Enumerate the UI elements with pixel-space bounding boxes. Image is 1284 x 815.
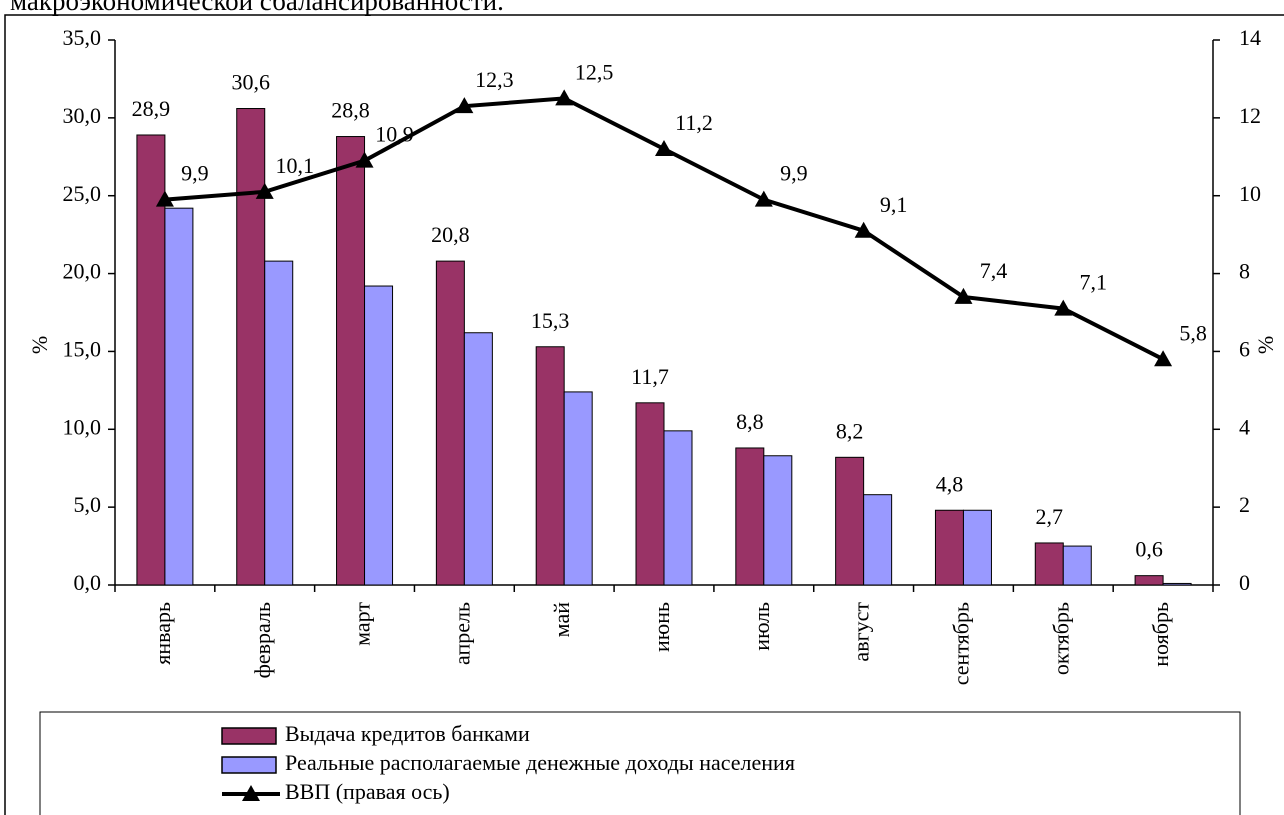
bar <box>463 332 493 586</box>
data-label: 9,1 <box>880 192 908 217</box>
bar <box>1062 545 1092 586</box>
bar <box>763 455 793 586</box>
bar <box>1162 582 1192 586</box>
y2-tick-label: 6 <box>1239 336 1250 361</box>
y-tick-label: 30,0 <box>63 103 102 128</box>
y-tick-label: 20,0 <box>63 259 102 284</box>
line-marker <box>754 190 773 207</box>
line-marker <box>355 151 374 168</box>
data-label: 5,8 <box>1179 320 1207 345</box>
y-tick-label: 35,0 <box>63 25 102 50</box>
legend-swatch <box>221 727 277 745</box>
line-marker <box>155 190 174 207</box>
x-tick-label: ноябрь <box>1148 602 1173 667</box>
bar <box>164 207 194 586</box>
bar <box>735 447 765 586</box>
line-marker <box>255 182 274 199</box>
x-tick-label: февраль <box>250 602 275 678</box>
y-tick-label: 5,0 <box>74 492 102 517</box>
data-label: 7,1 <box>1080 270 1108 295</box>
bar <box>663 430 693 586</box>
line-marker <box>1154 350 1173 367</box>
line <box>164 96 1164 361</box>
bar <box>563 391 593 586</box>
line-marker <box>854 221 873 238</box>
y2-tick-label: 4 <box>1239 414 1250 439</box>
data-label: 2,7 <box>1036 504 1064 529</box>
y-tick-label: 10,0 <box>63 414 102 439</box>
legend-label: Выдача кредитов банками <box>285 721 530 746</box>
bar <box>435 260 465 586</box>
x-tick-label: апрель <box>449 602 474 665</box>
legend-marker <box>242 785 260 801</box>
x-tick-label: август <box>849 602 874 662</box>
data-label: 0,6 <box>1135 537 1163 562</box>
bar <box>1034 542 1064 586</box>
y2-tick-label: 14 <box>1239 25 1261 50</box>
legend-swatch <box>221 756 277 774</box>
y2-tick-label: 10 <box>1239 181 1261 206</box>
line-marker <box>954 287 973 304</box>
bar <box>336 136 366 586</box>
x-tick-label: сентябрь <box>949 602 974 685</box>
x-tick-label: май <box>549 602 574 638</box>
data-label: 15,3 <box>531 308 570 333</box>
y-axis-label: % <box>27 336 52 354</box>
y2-tick-label: 12 <box>1239 103 1261 128</box>
data-label: 12,3 <box>475 67 514 92</box>
bar <box>535 346 565 586</box>
legend-label: ВВП (правая ось) <box>285 779 450 804</box>
data-label: 9,9 <box>181 161 209 186</box>
data-label: 8,8 <box>736 409 764 434</box>
bar <box>136 134 166 586</box>
data-label: 28,9 <box>132 96 171 121</box>
bar <box>264 260 294 586</box>
data-label: 9,9 <box>780 161 808 186</box>
bar <box>635 402 665 586</box>
y2-tick-label: 8 <box>1239 259 1250 284</box>
y-tick-label: 0,0 <box>74 570 102 595</box>
data-label: 12,5 <box>575 59 614 84</box>
line-marker <box>655 140 673 156</box>
data-label: 7,4 <box>980 258 1008 283</box>
y2-axis-label: % <box>1253 336 1278 354</box>
data-label: 20,8 <box>431 222 470 247</box>
legend-label: Реальные располагаемые денежные доходы н… <box>285 750 795 775</box>
bar <box>835 456 865 586</box>
data-label: 8,2 <box>836 418 864 443</box>
data-label: 10,9 <box>375 122 414 147</box>
data-label: 4,8 <box>936 471 964 496</box>
bar <box>364 285 394 586</box>
bar <box>236 108 266 586</box>
y-tick-label: 15,0 <box>63 336 102 361</box>
data-label: 11,7 <box>631 364 669 389</box>
data-label: 10,1 <box>275 153 314 178</box>
line-marker <box>1054 299 1073 316</box>
x-tick-label: июль <box>749 602 774 651</box>
data-label: 11,2 <box>675 110 713 135</box>
x-tick-label: январь <box>150 602 175 665</box>
y2-tick-label: 0 <box>1239 570 1250 595</box>
x-tick-label: июнь <box>649 602 674 652</box>
bar <box>1134 575 1164 586</box>
data-label: 28,8 <box>331 98 370 123</box>
caption: макроэкономической сбалансированности. <box>10 0 504 16</box>
line-marker <box>455 97 474 114</box>
bar <box>934 509 964 586</box>
bar <box>863 494 893 586</box>
x-tick-label: март <box>350 602 375 646</box>
y-tick-label: 25,0 <box>63 181 102 206</box>
y2-tick-label: 2 <box>1239 492 1250 517</box>
line-marker <box>555 89 574 106</box>
x-tick-label: октябрь <box>1048 602 1073 675</box>
frame <box>4 14 1284 815</box>
data-label: 30,6 <box>231 70 270 95</box>
bar <box>962 509 992 586</box>
